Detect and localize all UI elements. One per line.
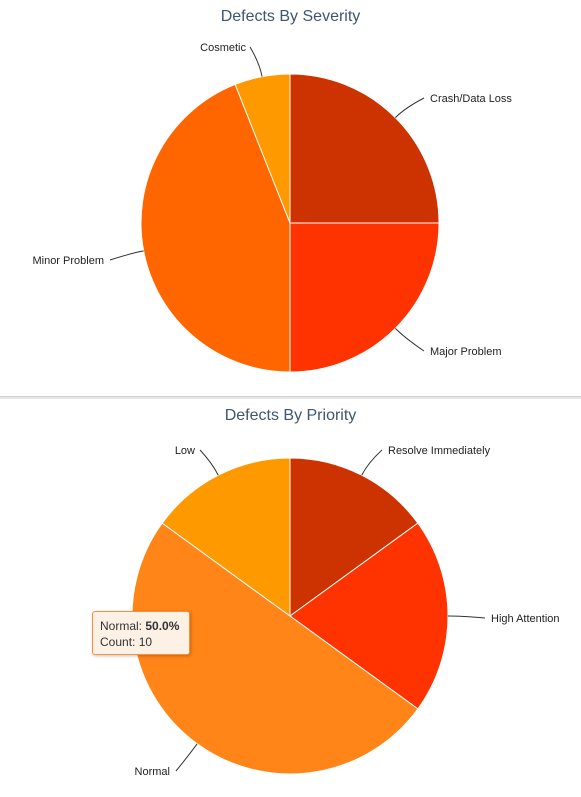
tooltip: Normal: 50.0% Count: 10 — [92, 611, 190, 655]
label-connector — [176, 744, 197, 771]
slice-label: Cosmetic — [200, 42, 246, 54]
label-connector — [395, 98, 424, 118]
severity-chart: Defects By Severity Crash/Data Loss Major… — [0, 0, 581, 396]
label-connector — [395, 328, 424, 351]
slice-label: Crash/Data Loss — [430, 93, 512, 105]
tooltip-count: 10 — [139, 635, 152, 649]
priority-pie: Resolve Immediately High Attention Normal L… — [0, 399, 581, 797]
pie-slice[interactable] — [290, 74, 439, 223]
label-connector — [448, 616, 485, 618]
label-connector — [250, 47, 262, 77]
severity-pie: Crash/Data Loss Major Problem Minor Proble… — [0, 0, 581, 396]
tooltip-percent: 50.0% — [145, 619, 179, 633]
slice-label: Resolve Immediately — [388, 445, 491, 457]
label-connector — [362, 450, 382, 475]
tooltip-series: Normal — [100, 619, 139, 633]
priority-chart: Defects By Priority Resolve Immediately H… — [0, 399, 581, 797]
label-connector — [110, 251, 144, 260]
slice-label: Low — [175, 445, 195, 457]
slice-label: Minor Problem — [32, 255, 104, 267]
tooltip-count-label: Count: — [100, 635, 135, 649]
pie-slice[interactable] — [290, 223, 439, 372]
slice-label: High Attention — [491, 613, 560, 625]
label-connector — [200, 450, 218, 475]
slice-label: Normal — [135, 766, 170, 778]
slice-label: Major Problem — [430, 346, 502, 358]
